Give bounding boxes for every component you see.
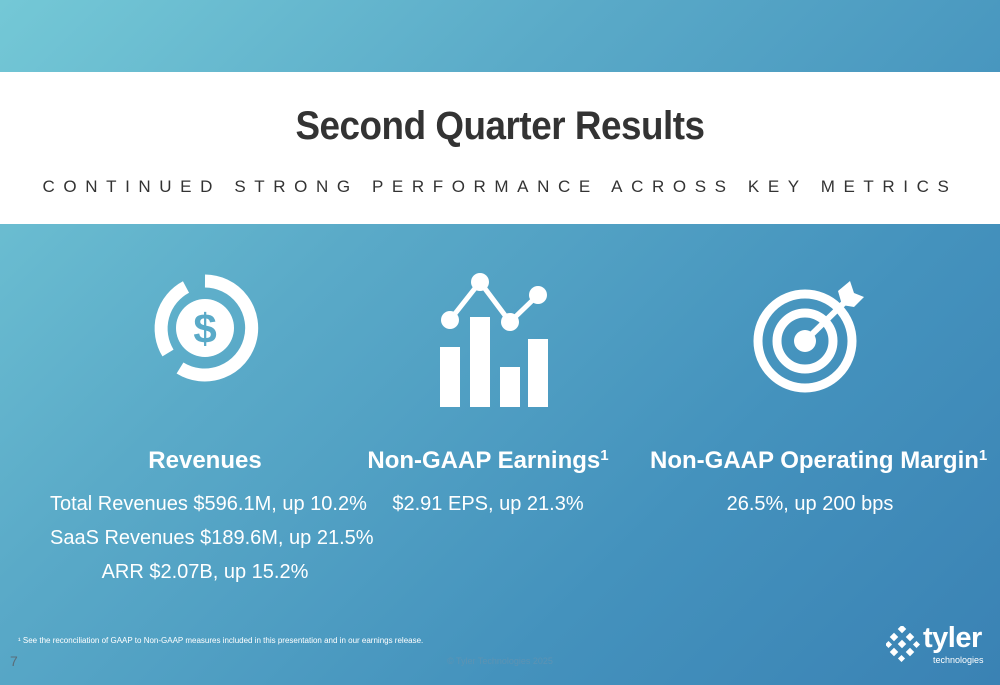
title-band — [0, 72, 1000, 224]
metric-earnings: Non-GAAP Earnings1 $2.91 EPS, up 21.3% — [333, 255, 643, 521]
copyright: © Tyler Technologies 2025 — [447, 656, 553, 666]
tyler-logo-mark-icon — [886, 626, 920, 662]
metric-heading: Revenues — [148, 447, 262, 474]
target-arrow-icon — [650, 255, 970, 415]
metric-line: 26.5%, up 200 bps — [726, 493, 894, 515]
metric-lines: $2.91 EPS, up 21.3% — [333, 487, 643, 521]
page-number: 7 — [10, 653, 18, 669]
metric-line: $2.91 EPS, up 21.3% — [392, 493, 584, 515]
tyler-logo: tyler technologies — [886, 622, 986, 665]
metric-lines: Total Revenues $596.1M, up 10.2% SaaS Re… — [50, 487, 374, 589]
metric-line: Total Revenues $596.1M, up 10.2% — [50, 493, 367, 515]
dollar-circle-icon: $ — [50, 255, 360, 415]
metric-heading: Non-GAAP Operating Margin1 — [650, 447, 988, 474]
bar-line-chart-icon — [333, 255, 643, 415]
metric-heading: Non-GAAP Earnings1 — [367, 447, 609, 474]
metric-lines: 26.5%, up 200 bps — [650, 487, 970, 521]
svg-text:$: $ — [193, 305, 216, 352]
logo-subtext: technologies — [933, 655, 984, 665]
metric-revenues: $ Revenues Total Revenues $596.1M, up 10… — [50, 255, 374, 589]
metric-line: SaaS Revenues $189.6M, up 21.5% — [50, 527, 374, 549]
footnote: ¹ See the reconciliation of GAAP to Non-… — [18, 636, 424, 645]
logo-wordmark: tyler — [923, 622, 982, 654]
metric-operating-margin: Non-GAAP Operating Margin1 26.5%, up 200… — [650, 255, 988, 521]
slide-title: Second Quarter Results — [295, 104, 705, 148]
metric-line: ARR $2.07B, up 15.2% — [101, 561, 309, 583]
slide-subtitle: CONTINUED STRONG PERFORMANCE ACROSS KEY … — [42, 177, 958, 196]
